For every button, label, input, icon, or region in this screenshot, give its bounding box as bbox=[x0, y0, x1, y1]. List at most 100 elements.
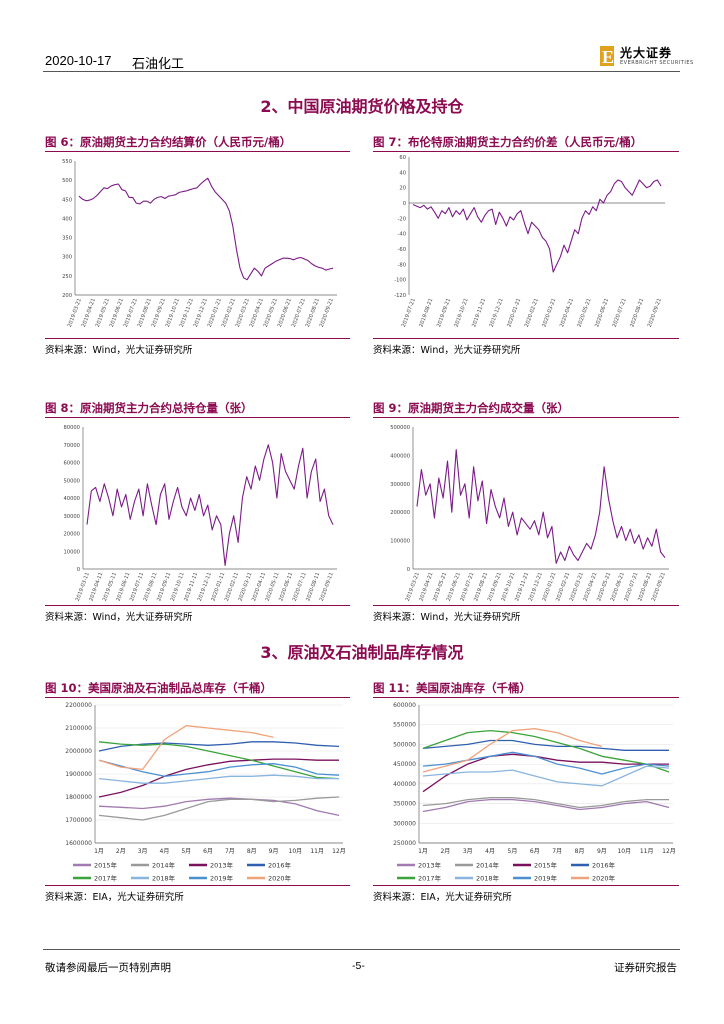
f6-xtick-label: 2020-01-21 bbox=[207, 298, 223, 328]
f7-ytick-label: 20 bbox=[399, 186, 406, 192]
f10-xtick-label: 10月 bbox=[289, 848, 303, 855]
f7-xtick-label: 2019-08-21 bbox=[418, 298, 434, 328]
f10-ytick-label: 1600000 bbox=[65, 840, 92, 847]
f11-series-line bbox=[422, 728, 603, 773]
fig6-rule bbox=[45, 151, 350, 152]
f10-ytick-label: 2200000 bbox=[65, 702, 92, 709]
fig11-rule bbox=[373, 697, 679, 698]
f11-legend-label: 2020年 bbox=[592, 874, 616, 883]
report-date: 2020-10-17 bbox=[45, 53, 112, 68]
f7-xtick-label: 2020-07-21 bbox=[612, 298, 628, 328]
fig6-chart: 2002503003504004505005502019-03-212019-0… bbox=[62, 159, 337, 328]
f7-ytick-label: 0 bbox=[403, 201, 406, 207]
f6-ytick-label: 450 bbox=[62, 197, 72, 203]
section-title-3: 3、原油及石油制品库存情况 bbox=[260, 643, 464, 662]
f11-xtick-label: 1月 bbox=[418, 848, 428, 855]
f8-ytick-label: 20000 bbox=[63, 532, 80, 538]
f7-xtick-label: 2020-03-21 bbox=[541, 298, 557, 328]
f6-xtick-label: 2019-09-21 bbox=[151, 298, 167, 328]
f7-ytick-label: -100 bbox=[394, 278, 406, 284]
f7-ytick-label: 60 bbox=[399, 155, 406, 161]
fig11-chart: 250000 300000 350000 400000 450000 500000 5500… bbox=[393, 702, 676, 883]
f8-ytick-label: 40000 bbox=[63, 496, 80, 502]
f10-legend-label: 2015年 bbox=[94, 861, 118, 870]
fig9-chart: 01000002000003000004000005000002019-03-2… bbox=[390, 425, 669, 602]
fig10-source: 资料来源：EIA，光大证券研究所 bbox=[45, 892, 184, 903]
f7-ytick-label: -80 bbox=[398, 262, 406, 268]
f6-ytick-label: 400 bbox=[62, 216, 72, 222]
footer-divider bbox=[43, 949, 680, 950]
f7-xtick-label: 2019-12-21 bbox=[489, 298, 505, 328]
f6-xtick-label: 2019-08-21 bbox=[137, 298, 153, 328]
f11-xtick-label: 6月 bbox=[530, 848, 540, 855]
fig7-title: 图 7：布伦特原油期货主力合约价差（人民币元/桶） bbox=[373, 135, 643, 149]
fig9-title: 图 9：原油期货主力合约成交量（张） bbox=[373, 401, 570, 415]
f10-ytick-label: 1700000 bbox=[65, 817, 92, 824]
f11-ytick-label: 350000 bbox=[393, 801, 416, 808]
f11-legend-label: 2013年 bbox=[418, 861, 442, 870]
f7-ytick-label: 40 bbox=[399, 170, 406, 176]
f8-ytick-label: 80000 bbox=[63, 425, 80, 431]
f10-xtick-label: 4月 bbox=[160, 848, 170, 855]
fig8-chart: 0 10000 20000 30000 40000 50000 60000 70000 8000… bbox=[63, 425, 337, 602]
f11-xtick-label: 9月 bbox=[597, 848, 607, 855]
f9-series-line bbox=[416, 449, 666, 564]
f8-series-line bbox=[86, 444, 334, 566]
f11-ytick-label: 250000 bbox=[393, 840, 416, 847]
f8-ytick-label: 50000 bbox=[63, 478, 80, 484]
f11-series-line bbox=[422, 765, 670, 787]
fig6-title: 图 6：原油期货主力合约结算价（人民币元/桶） bbox=[45, 135, 292, 149]
f6-xtick-label: 2020-03-21 bbox=[235, 298, 251, 328]
f11-ytick-label: 300000 bbox=[393, 820, 416, 827]
fig9-rule bbox=[373, 417, 679, 418]
f7-xtick-label: 2019-10-21 bbox=[454, 298, 470, 328]
f11-legend-label: 2019年 bbox=[534, 874, 558, 883]
f11-series-line bbox=[422, 751, 670, 775]
f10-ytick-label: 2000000 bbox=[65, 748, 92, 755]
f6-ytick-label: 300 bbox=[62, 255, 72, 261]
section-title-2: 2、中国原油期货价格及持仓 bbox=[260, 97, 464, 116]
f7-xtick-label: 2020-06-21 bbox=[594, 298, 610, 328]
f11-series-line bbox=[422, 739, 669, 751]
footer-report-type: 证券研究报告 bbox=[614, 962, 677, 974]
fig6-bottom-rule bbox=[45, 338, 350, 339]
f6-xtick-label: 2019-03-21 bbox=[67, 298, 83, 328]
f9-ytick-label: 200000 bbox=[390, 510, 410, 516]
f10-ytick-label: 1900000 bbox=[65, 771, 92, 778]
f10-xtick-label: 2月 bbox=[116, 848, 126, 855]
fig9-source: 资料来源：Wind，光大证券研究所 bbox=[373, 612, 521, 623]
f6-xtick-label: 2020-06-21 bbox=[277, 298, 293, 328]
f7-series-line bbox=[412, 179, 662, 273]
f6-ytick-label: 200 bbox=[62, 293, 72, 299]
fig11-title: 图 11：美国原油库存（千桶） bbox=[373, 681, 532, 695]
fig9-bottom-rule bbox=[373, 605, 679, 606]
f6-xtick-label: 2019-06-21 bbox=[109, 298, 125, 328]
f7-xtick-label: 2020-09-21 bbox=[647, 298, 663, 328]
f10-series-line bbox=[98, 725, 274, 771]
f10-xtick-label: 11月 bbox=[310, 848, 324, 855]
f11-series-line bbox=[422, 729, 670, 773]
f6-ytick-label: 550 bbox=[62, 159, 72, 165]
f7-ytick-label: -20 bbox=[398, 216, 406, 222]
f7-xtick-label: 2019-07-21 bbox=[401, 298, 417, 328]
page-number: -5- bbox=[352, 960, 365, 972]
fig11-source: 资料来源：EIA，光大证券研究所 bbox=[373, 892, 512, 903]
f11-legend-label: 2015年 bbox=[534, 861, 558, 870]
f10-xtick-label: 12月 bbox=[332, 848, 346, 855]
f10-legend-label: 2018年 bbox=[152, 874, 176, 883]
f7-xtick-label: 2020-01-21 bbox=[506, 298, 522, 328]
f6-ytick-label: 500 bbox=[62, 178, 72, 184]
f7-xtick-label: 2020-08-21 bbox=[629, 298, 645, 328]
f10-legend-label: 2016年 bbox=[268, 861, 292, 870]
f7-xtick-label: 2020-02-21 bbox=[524, 298, 540, 328]
f10-xtick-label: 7月 bbox=[225, 848, 235, 855]
f6-xtick-label: 2019-04-21 bbox=[81, 298, 97, 328]
f6-ytick-label: 250 bbox=[62, 274, 72, 280]
f11-xtick-label: 4月 bbox=[485, 848, 495, 855]
f9-ytick-label: 0 bbox=[407, 567, 410, 573]
f10-series-line bbox=[98, 758, 339, 798]
f11-ytick-label: 550000 bbox=[393, 722, 416, 729]
f11-xtick-label: 2月 bbox=[440, 848, 450, 855]
f8-ytick-label: 0 bbox=[77, 567, 80, 573]
f7-xtick-label: 2020-04-21 bbox=[559, 298, 575, 328]
